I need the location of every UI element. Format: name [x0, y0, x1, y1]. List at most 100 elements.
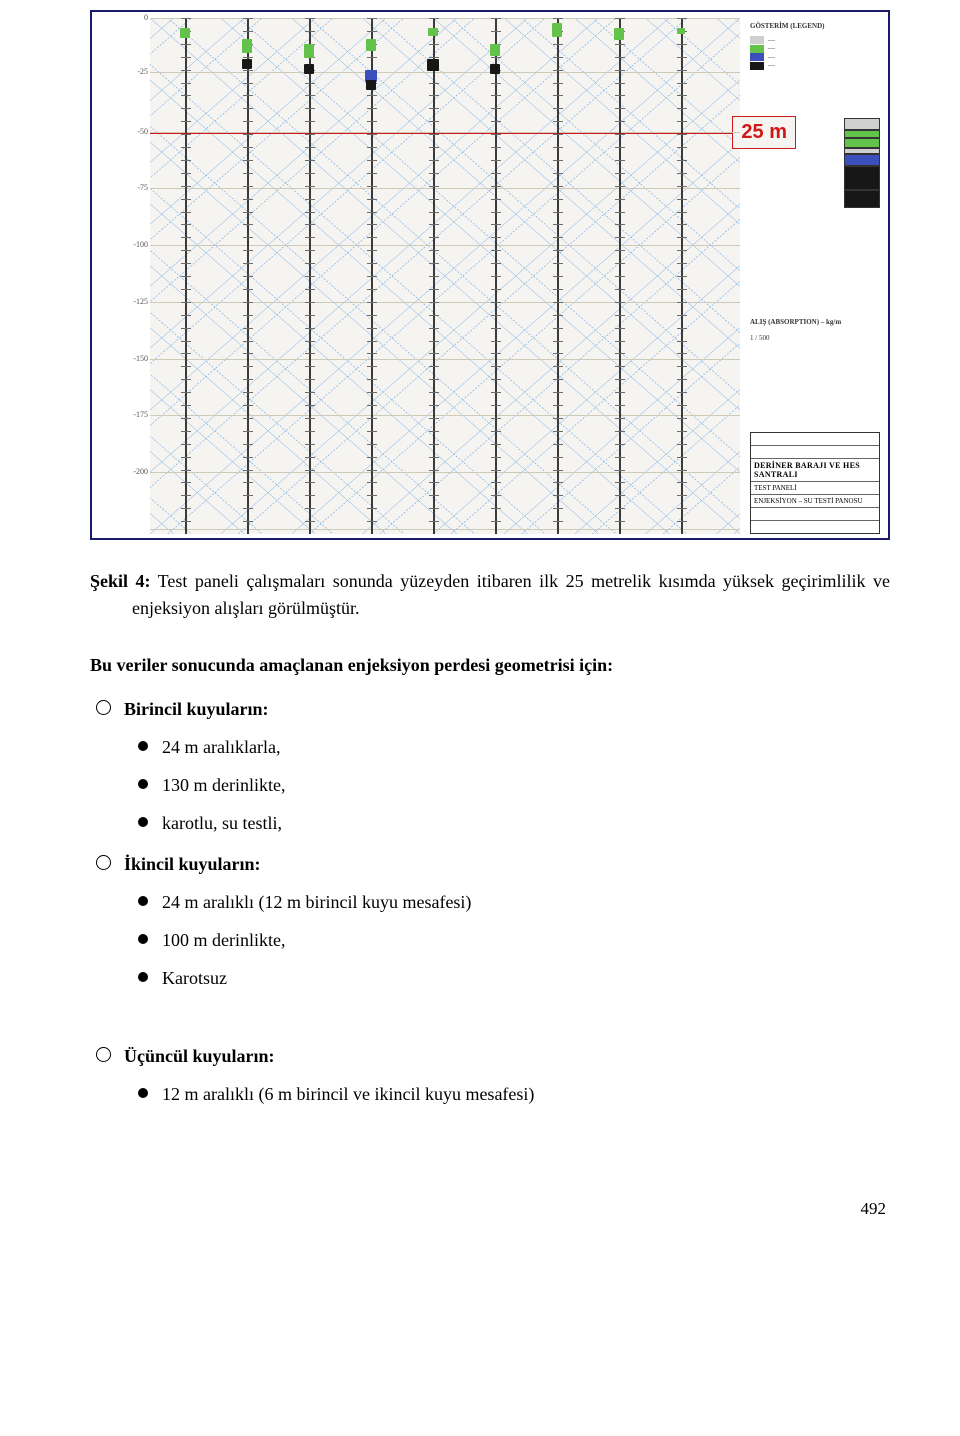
column-tick: [243, 302, 253, 303]
column-tick: [243, 70, 253, 71]
column-tick: [553, 199, 563, 200]
column-tick: [181, 315, 191, 316]
legend-swatch: [750, 62, 764, 70]
data-marker: [614, 28, 624, 40]
column-tick: [491, 405, 501, 406]
column-tick: [243, 18, 253, 19]
legend-item: —: [750, 61, 880, 69]
column-tick: [181, 263, 191, 264]
column-tick: [491, 83, 501, 84]
column-tick: [677, 341, 687, 342]
column-tick: [615, 482, 625, 483]
column-tick: [181, 289, 191, 290]
grid-line: [150, 188, 740, 189]
column-tick: [615, 418, 625, 419]
scale-label: 1 / 500: [750, 334, 769, 342]
column-tick: [243, 224, 253, 225]
drawing-title-block: DERİNER BARAJI VE HES SANTRALI TEST PANE…: [750, 432, 880, 534]
column-tick: [243, 431, 253, 432]
column-tick: [429, 341, 439, 342]
stratigraphy-strip: [844, 108, 880, 308]
column-tick: [491, 108, 501, 109]
column-tick: [553, 224, 563, 225]
column-tick: [491, 147, 501, 148]
column-tick: [491, 31, 501, 32]
column-tick: [553, 508, 563, 509]
column-tick: [429, 379, 439, 380]
column-tick: [677, 212, 687, 213]
sections-list: Birincil kuyuların:24 m aralıklarla,130 …: [90, 696, 890, 1109]
column-tick: [181, 83, 191, 84]
column-tick: [305, 444, 315, 445]
column-tick: [243, 108, 253, 109]
column-tick: [367, 95, 377, 96]
title-row-spacer: [751, 446, 879, 459]
chart-area: 25 m 0-25-50-75-100-125-150-175-200: [150, 18, 740, 534]
column-tick: [429, 263, 439, 264]
column-tick: [305, 95, 315, 96]
column-tick: [181, 276, 191, 277]
title-row-spacer: [751, 508, 879, 521]
bullet-item: 130 m derinlikte,: [124, 772, 890, 800]
column-tick: [243, 328, 253, 329]
column-tick: [429, 83, 439, 84]
column-tick: [615, 289, 625, 290]
column-tick: [429, 470, 439, 471]
strip-cell: [844, 118, 880, 130]
column-tick: [491, 212, 501, 213]
y-axis-label: -175: [122, 410, 148, 419]
column-tick: [305, 482, 315, 483]
bullet-item: 24 m aralıklı (12 m birincil kuyu mesafe…: [124, 889, 890, 917]
column-tick: [305, 83, 315, 84]
column-tick: [615, 470, 625, 471]
data-marker: [304, 44, 314, 58]
column-tick: [367, 121, 377, 122]
column-tick: [553, 444, 563, 445]
column-tick: [615, 108, 625, 109]
legend-label: —: [768, 53, 775, 61]
column-tick: [305, 276, 315, 277]
column-tick: [491, 315, 501, 316]
column-tick: [677, 470, 687, 471]
column-tick: [677, 263, 687, 264]
column-tick: [429, 108, 439, 109]
column-tick: [367, 224, 377, 225]
grid-line: [150, 18, 740, 19]
column-tick: [429, 366, 439, 367]
legend-swatch: [750, 36, 764, 44]
column-tick: [243, 405, 253, 406]
strip-cell: [844, 166, 880, 190]
column-tick: [243, 289, 253, 290]
column-tick: [553, 495, 563, 496]
y-axis-label: -100: [122, 240, 148, 249]
column-tick: [553, 160, 563, 161]
column-tick: [367, 276, 377, 277]
column-tick: [243, 366, 253, 367]
column-tick: [429, 160, 439, 161]
column-tick: [243, 31, 253, 32]
column-tick: [181, 341, 191, 342]
bullet-item: 12 m aralıklı (6 m birincil ve ikincil k…: [124, 1081, 890, 1109]
column-tick: [429, 457, 439, 458]
column-tick: [615, 431, 625, 432]
column-tick: [305, 366, 315, 367]
column-tick: [181, 224, 191, 225]
strip-cell: [844, 130, 880, 138]
column-tick: [553, 289, 563, 290]
y-axis-label: -125: [122, 297, 148, 306]
column-tick: [305, 147, 315, 148]
column-tick: [491, 495, 501, 496]
data-marker: [490, 64, 500, 74]
grid-line: [150, 415, 740, 416]
data-marker: [366, 39, 376, 51]
column-tick: [553, 121, 563, 122]
column-tick: [305, 134, 315, 135]
column-tick: [181, 44, 191, 45]
column-tick: [491, 276, 501, 277]
column-tick: [367, 31, 377, 32]
column-tick: [429, 212, 439, 213]
column-tick: [553, 521, 563, 522]
data-marker: [366, 80, 376, 90]
column-tick: [367, 186, 377, 187]
column-tick: [491, 418, 501, 419]
